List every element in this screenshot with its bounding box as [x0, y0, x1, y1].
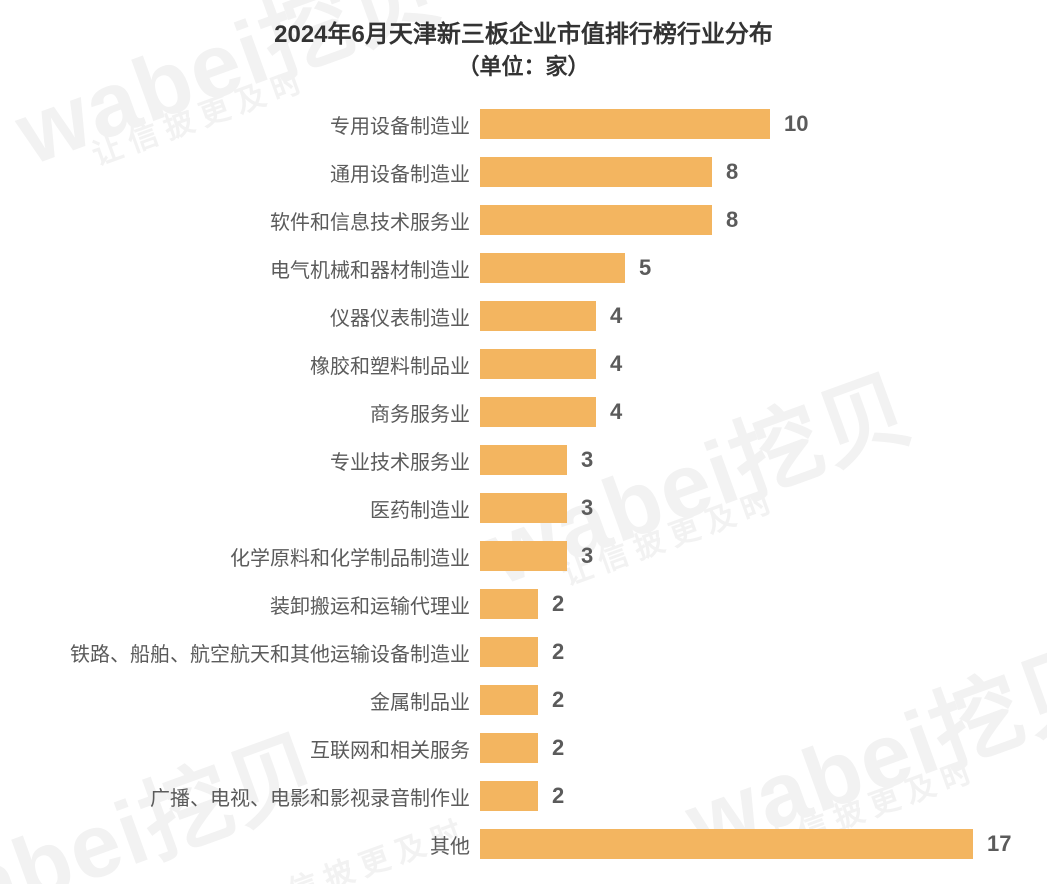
chart-row: 电气机械和器材制造业 5 [0, 244, 1047, 292]
bar [480, 637, 538, 667]
chart-row: 化学原料和化学制品制造业 3 [0, 532, 1047, 580]
chart-row: 其他 17 [0, 820, 1047, 868]
bar-cell: 2 [480, 589, 564, 619]
value-label: 3 [581, 543, 593, 569]
bar [480, 397, 596, 427]
category-label: 医药制造业 [0, 494, 480, 523]
bar [480, 205, 712, 235]
category-label: 铁路、船舶、航空航天和其他运输设备制造业 [0, 638, 480, 667]
bar [480, 253, 625, 283]
category-label: 商务服务业 [0, 398, 480, 427]
bar [480, 733, 538, 763]
value-label: 10 [784, 111, 808, 137]
value-label: 2 [552, 783, 564, 809]
bar-cell: 4 [480, 397, 622, 427]
bar-cell: 10 [480, 109, 808, 139]
category-label: 专用设备制造业 [0, 110, 480, 139]
bar-cell: 3 [480, 493, 593, 523]
chart-row: 广播、电视、电影和影视录音制作业 2 [0, 772, 1047, 820]
category-label: 金属制品业 [0, 686, 480, 715]
bar-cell: 8 [480, 157, 738, 187]
chart-title: 2024年6月天津新三板企业市值排行榜行业分布 （单位：家） [0, 0, 1047, 82]
value-label: 4 [610, 399, 622, 425]
chart-row: 铁路、船舶、航空航天和其他运输设备制造业 2 [0, 628, 1047, 676]
chart-row: 专业技术服务业 3 [0, 436, 1047, 484]
category-label: 其他 [0, 830, 480, 859]
value-label: 2 [552, 591, 564, 617]
bar [480, 493, 567, 523]
value-label: 2 [552, 735, 564, 761]
bar-cell: 8 [480, 205, 738, 235]
bar-cell: 2 [480, 637, 564, 667]
category-label: 电气机械和器材制造业 [0, 254, 480, 283]
chart-title-line2: （单位：家） [0, 52, 1047, 83]
value-label: 5 [639, 255, 651, 281]
chart-title-line1: 2024年6月天津新三板企业市值排行榜行业分布 [0, 18, 1047, 52]
bar [480, 157, 712, 187]
bar [480, 445, 567, 475]
value-label: 3 [581, 495, 593, 521]
value-label: 4 [610, 303, 622, 329]
category-label: 装卸搬运和运输代理业 [0, 590, 480, 619]
category-label: 互联网和相关服务 [0, 734, 480, 763]
chart-row: 医药制造业 3 [0, 484, 1047, 532]
category-label: 化学原料和化学制品制造业 [0, 542, 480, 571]
chart-row: 互联网和相关服务 2 [0, 724, 1047, 772]
chart-row: 装卸搬运和运输代理业 2 [0, 580, 1047, 628]
bar-cell: 4 [480, 349, 622, 379]
chart-row: 软件和信息技术服务业 8 [0, 196, 1047, 244]
chart-row: 专用设备制造业 10 [0, 100, 1047, 148]
value-label: 8 [726, 159, 738, 185]
chart-container: wabei挖贝 让信披更及时 wabei挖贝 让信披更及时 wabei挖贝 让信… [0, 0, 1047, 884]
bar [480, 589, 538, 619]
bar-cell: 3 [480, 445, 593, 475]
chart-row: 橡胶和塑料制品业 4 [0, 340, 1047, 388]
value-label: 17 [987, 831, 1011, 857]
category-label: 软件和信息技术服务业 [0, 206, 480, 235]
value-label: 4 [610, 351, 622, 377]
bar [480, 685, 538, 715]
bar [480, 829, 973, 859]
value-label: 2 [552, 687, 564, 713]
bar-cell: 17 [480, 829, 1011, 859]
chart-row: 仪器仪表制造业 4 [0, 292, 1047, 340]
bar-cell: 2 [480, 733, 564, 763]
chart-row: 商务服务业 4 [0, 388, 1047, 436]
category-label: 广播、电视、电影和影视录音制作业 [0, 782, 480, 811]
bar [480, 109, 770, 139]
category-label: 仪器仪表制造业 [0, 302, 480, 331]
value-label: 2 [552, 639, 564, 665]
bar-cell: 3 [480, 541, 593, 571]
bar-cell: 2 [480, 685, 564, 715]
bar [480, 541, 567, 571]
category-label: 橡胶和塑料制品业 [0, 350, 480, 379]
chart-row: 通用设备制造业 8 [0, 148, 1047, 196]
bar [480, 301, 596, 331]
bar [480, 781, 538, 811]
chart-row: 金属制品业 2 [0, 676, 1047, 724]
bar-cell: 2 [480, 781, 564, 811]
value-label: 3 [581, 447, 593, 473]
category-label: 专业技术服务业 [0, 446, 480, 475]
bar [480, 349, 596, 379]
category-label: 通用设备制造业 [0, 158, 480, 187]
bar-cell: 5 [480, 253, 651, 283]
value-label: 8 [726, 207, 738, 233]
plot-area: 专用设备制造业 10 通用设备制造业 8 软件和信息技术服务业 8 电气机械和器材制造业 5 仪… [0, 100, 1047, 868]
bar-cell: 4 [480, 301, 622, 331]
